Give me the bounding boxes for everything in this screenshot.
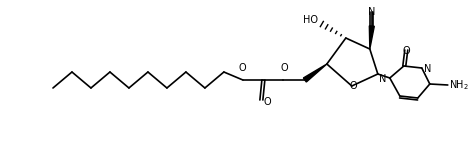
Text: O: O — [349, 81, 357, 91]
Text: O: O — [264, 97, 272, 107]
Text: O: O — [403, 46, 411, 56]
Polygon shape — [369, 26, 374, 49]
Text: HO: HO — [303, 15, 318, 25]
Text: O: O — [280, 63, 288, 73]
Text: N: N — [379, 74, 387, 84]
Text: O: O — [238, 63, 245, 73]
Text: N: N — [424, 64, 431, 74]
Text: N: N — [368, 7, 376, 17]
Polygon shape — [303, 64, 327, 82]
Text: NH$_2$: NH$_2$ — [449, 78, 469, 92]
